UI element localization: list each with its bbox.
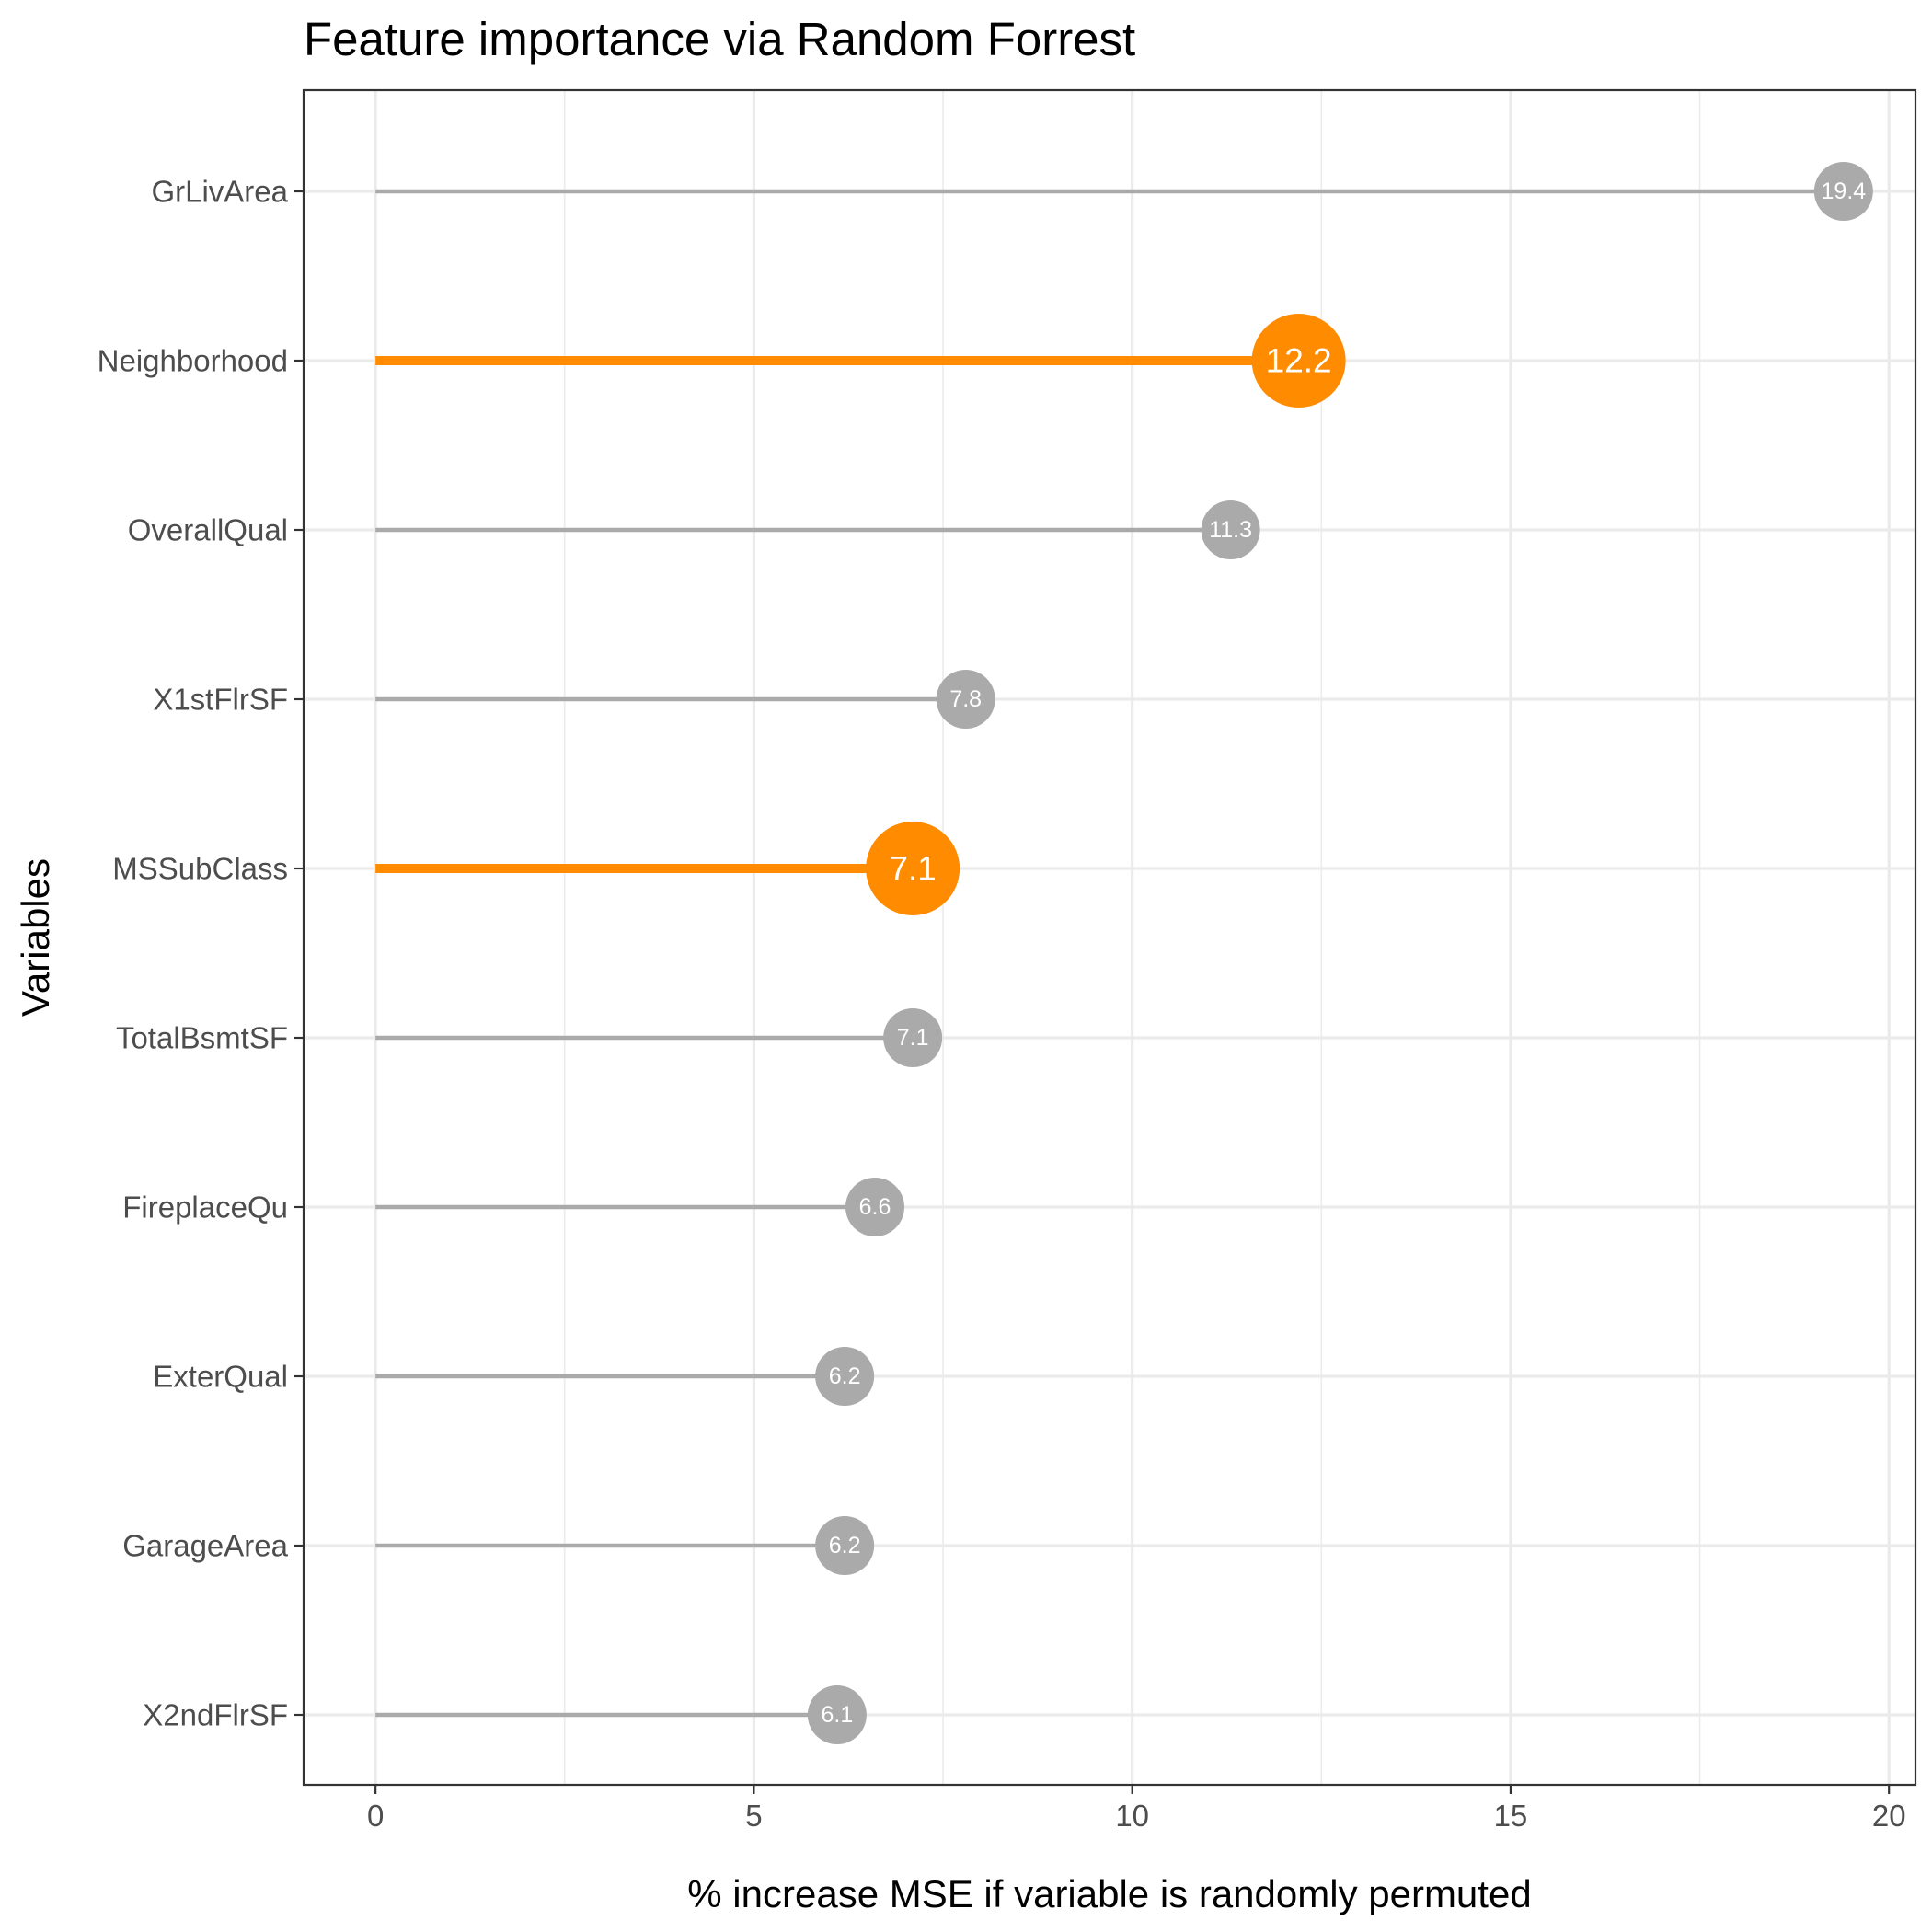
lollipop-point	[1813, 162, 1873, 221]
data-label: 6.6	[859, 1194, 891, 1220]
x-tick-label: 20	[1872, 1799, 1906, 1833]
data-label: 11.3	[1209, 517, 1252, 543]
x-tick-label: 10	[1115, 1799, 1149, 1833]
lollipop-stems	[375, 189, 1844, 1718]
x-tick-label: 15	[1494, 1799, 1528, 1833]
y-tick-label: X2ndFlrSF	[143, 1698, 288, 1732]
lollipop-point	[866, 822, 960, 915]
lollipop-points: 19.4 12.2 11.3 7.8 7.1 7.1 6.6 6.2 6.2 6.1	[807, 162, 1873, 1744]
y-tick-label: OverallQual	[128, 513, 288, 547]
lollipop-point	[936, 670, 995, 729]
lollipop-point	[815, 1347, 875, 1406]
y-tick-label: Neighborhood	[98, 344, 288, 378]
lollipop-point	[1201, 500, 1260, 559]
lollipop-point	[845, 1178, 905, 1236]
data-label: 6.1	[822, 1702, 854, 1728]
x-tick-label: 0	[367, 1799, 384, 1833]
data-label: 7.1	[889, 850, 936, 888]
y-tick-label: FireplaceQu	[122, 1190, 288, 1225]
data-label: 7.1	[897, 1025, 929, 1051]
y-tick-label: TotalBsmtSF	[116, 1021, 288, 1055]
chart-title: Feature importance via Random Forrest	[304, 13, 1135, 65]
x-axis-title: % increase MSE if variable is randomly p…	[687, 1872, 1531, 1915]
y-axis-title: Variables	[14, 858, 57, 1017]
plot-panel	[304, 90, 1915, 1785]
plot-panel-border	[302, 88, 1917, 1787]
y-tick-label: MSSubClass	[112, 852, 288, 886]
lollipop-point	[807, 1685, 867, 1744]
axes: GrLivArea Neighborhood OverallQual X1stFlrS…	[98, 175, 1906, 1834]
data-label: 7.8	[949, 686, 982, 712]
y-tick-label: X1stFlrSF	[153, 683, 288, 717]
data-label: 6.2	[829, 1533, 861, 1558]
data-label: 6.2	[829, 1363, 861, 1389]
lollipop-point	[883, 1008, 943, 1067]
x-tick-label: 5	[745, 1799, 762, 1833]
data-label: 19.4	[1822, 178, 1867, 204]
data-label: 12.2	[1266, 342, 1332, 380]
lollipop-point	[1251, 314, 1346, 408]
lollipop-point	[815, 1516, 875, 1575]
y-tick-label: ExterQual	[153, 1360, 288, 1394]
y-tick-label: GarageArea	[122, 1529, 288, 1563]
y-tick-label: GrLivArea	[151, 175, 288, 209]
